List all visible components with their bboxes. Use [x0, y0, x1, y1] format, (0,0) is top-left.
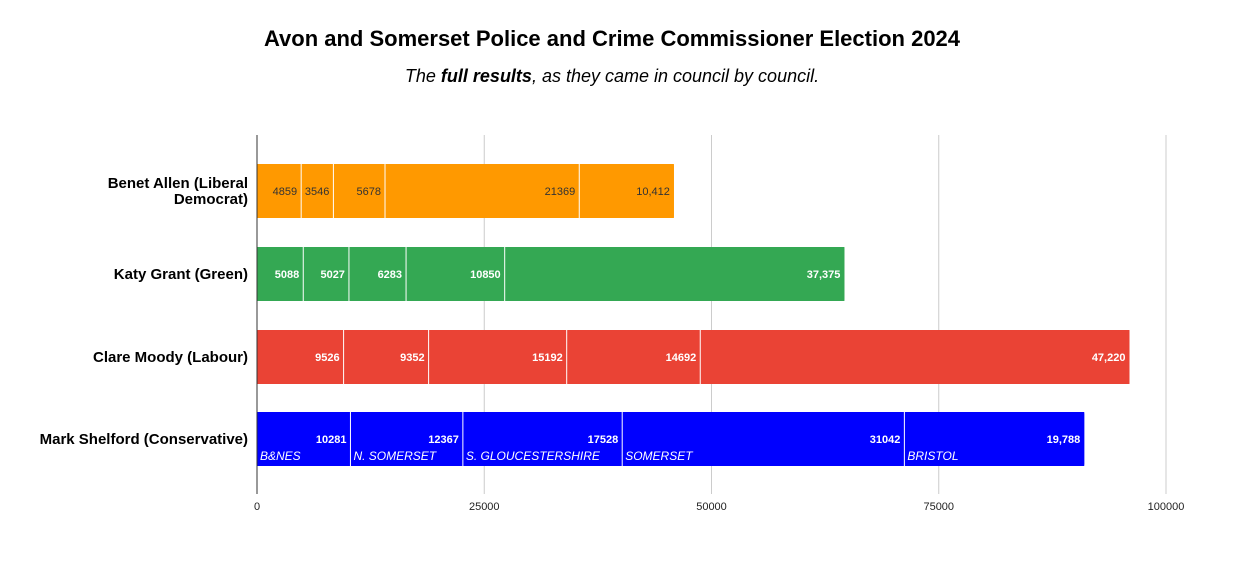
- bar-segment: [257, 247, 304, 301]
- data-label: 12367: [428, 434, 459, 446]
- data-label: 4859: [273, 186, 297, 198]
- bar-segment: [303, 247, 349, 301]
- bar-segment: [343, 330, 429, 384]
- bar-segment: [348, 247, 407, 301]
- data-label: 6283: [378, 269, 402, 281]
- data-label: 9526: [315, 352, 339, 364]
- bar-segment: [301, 164, 334, 218]
- bar-segment: [333, 164, 386, 218]
- segment-name-label: BRISTOL: [907, 449, 958, 463]
- data-label: 10850: [470, 269, 501, 281]
- bar-segment: [566, 330, 701, 384]
- data-label: 31042: [870, 434, 901, 446]
- category-label: Clare Moody (Labour): [93, 349, 248, 366]
- segment-name-label: S. GLOUCESTERSHIRE: [466, 449, 601, 463]
- bar-segment: [257, 412, 351, 466]
- data-label: 37,375: [807, 269, 841, 281]
- chart-subtitle: The full results, as they came in counci…: [0, 66, 1224, 87]
- bar-segment: [257, 330, 344, 384]
- data-label: 3546: [305, 186, 329, 198]
- data-label: 47,220: [1092, 352, 1126, 364]
- category-label: Katy Grant (Green): [114, 266, 248, 283]
- category-label: Democrat): [174, 191, 248, 208]
- bar-segment: [700, 330, 1130, 384]
- segment-name-label: B&NES: [260, 449, 301, 463]
- segment-name-label: N. SOMERSET: [353, 449, 437, 463]
- x-tick-label: 0: [254, 501, 260, 513]
- x-tick-label: 100000: [1148, 501, 1185, 513]
- data-label: 17528: [588, 434, 619, 446]
- x-tick-label: 25000: [469, 501, 500, 513]
- bar-segment: [904, 412, 1085, 466]
- data-label: 9352: [400, 352, 424, 364]
- data-label: 5088: [275, 269, 299, 281]
- chart-title: Avon and Somerset Police and Crime Commi…: [263, 26, 961, 51]
- bar-segment: [350, 412, 463, 466]
- bar-segment: [428, 330, 567, 384]
- subtitle-prefix: The: [404, 66, 441, 86]
- bar-segment: [257, 164, 302, 218]
- x-tick-label: 50000: [696, 501, 727, 513]
- x-tick-label: 75000: [923, 501, 954, 513]
- bar-segment: [406, 247, 505, 301]
- data-label: 14692: [666, 352, 697, 364]
- bar-segment: [504, 247, 845, 301]
- data-label: 5678: [357, 186, 381, 198]
- bar-segment: [462, 412, 623, 466]
- data-label: 19,788: [1047, 434, 1081, 446]
- category-label: Benet Allen (Liberal: [108, 175, 248, 192]
- bar-segment: [385, 164, 580, 218]
- data-label: 15192: [532, 352, 563, 364]
- bar-segment: [622, 412, 905, 466]
- data-label: 5027: [320, 269, 344, 281]
- subtitle-suffix: , as they came in council by council.: [531, 66, 820, 86]
- subtitle-bold: full results: [440, 66, 532, 86]
- data-label: 10281: [316, 434, 347, 446]
- data-label: 21369: [545, 186, 576, 198]
- segment-name-label: SOMERSET: [625, 449, 694, 463]
- bar-segment: [579, 164, 674, 218]
- category-label: Mark Shelford (Conservative): [40, 431, 248, 448]
- data-label: 10,412: [636, 186, 670, 198]
